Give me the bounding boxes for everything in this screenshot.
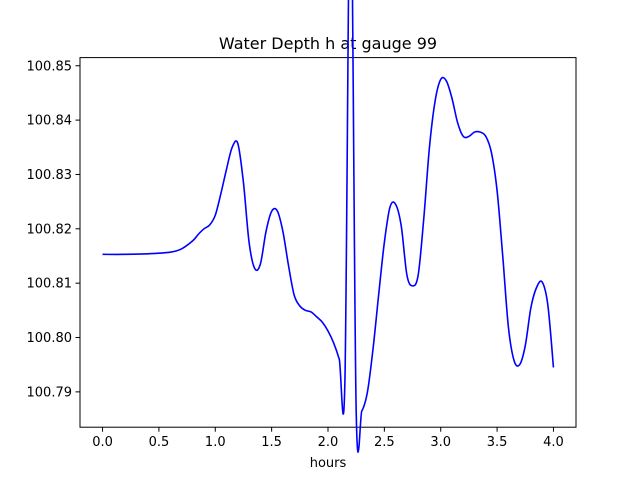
x-tick-label: 2.0 (318, 435, 339, 450)
x-tick-label: 3.0 (430, 435, 451, 450)
x-tick-label: 2.5 (374, 435, 395, 450)
y-tick-label: 100.85 (27, 59, 73, 74)
y-axis: 100.79 100.80 100.81 100.82 100.83 100.84 100.… (27, 59, 80, 400)
water-depth-line (102, 0, 555, 453)
x-tick-label: 1.0 (205, 435, 226, 450)
x-tick-label: 4.0 (543, 435, 564, 450)
x-axis: 0.0 0.5 1.0 1.5 2.0 2.5 3.0 3.5 4.0 (92, 427, 564, 450)
x-tick-label: 1.5 (261, 435, 282, 450)
plot-area (79, 57, 577, 428)
y-tick-label: 100.82 (27, 222, 73, 237)
y-tick-label: 100.80 (27, 331, 73, 346)
x-tick-label: 0.5 (149, 435, 170, 450)
y-tick-label: 100.83 (27, 168, 73, 183)
y-tick-label: 100.79 (27, 385, 73, 400)
x-axis-label: hours (310, 456, 347, 471)
x-tick-label: 0.0 (92, 435, 113, 450)
y-tick-label: 100.81 (27, 277, 73, 292)
y-tick-label: 100.84 (27, 114, 73, 129)
chart-title: Water Depth h at gauge 99 (219, 34, 437, 53)
x-tick-label: 3.5 (487, 435, 508, 450)
